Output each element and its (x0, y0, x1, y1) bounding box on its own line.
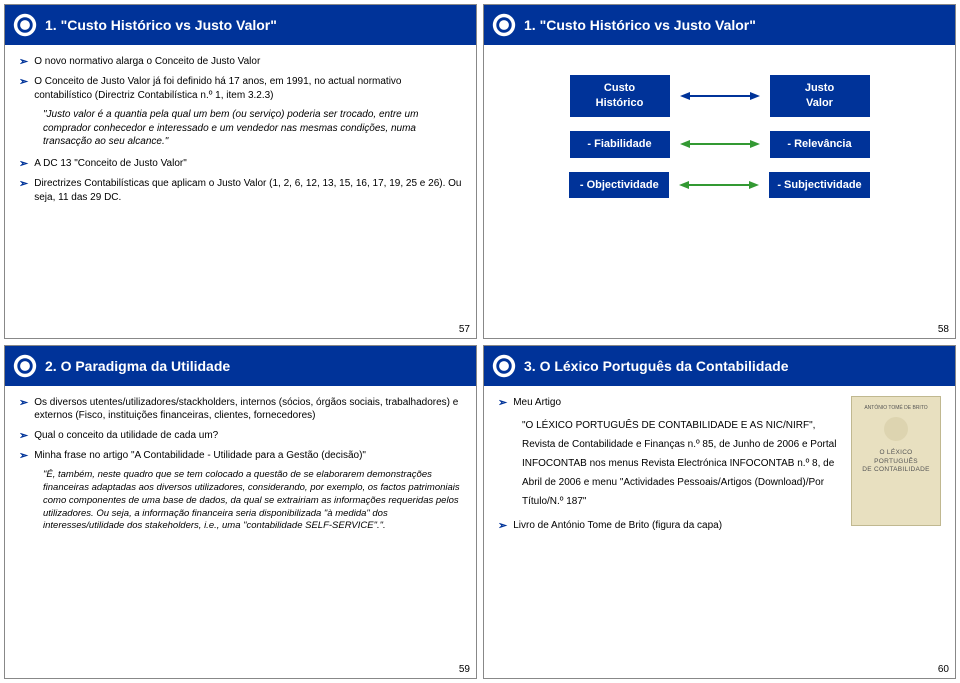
book-logo-icon (884, 417, 908, 441)
diagram-row: - Objectividade - Subjectividade (498, 172, 941, 199)
page-number: 59 (459, 664, 470, 675)
logo-icon (11, 11, 39, 39)
diagram-box: - Relevância (770, 131, 870, 158)
logo-icon (490, 352, 518, 380)
box-line: Justo (778, 81, 862, 96)
double-arrow-icon (680, 138, 760, 150)
slide-4: 3. O Léxico Português da Contabilidade ➢… (483, 345, 956, 680)
article-text: "O LÉXICO PORTUGUÊS DE CONTABILIDADE E A… (522, 416, 841, 511)
bullet-text: Meu Artigo (513, 396, 841, 410)
double-arrow-icon (680, 90, 760, 102)
slide-title: 3. O Léxico Português da Contabilidade (524, 358, 789, 374)
bullet-arrow-icon: ➢ (498, 519, 507, 533)
logo-icon (11, 352, 39, 380)
slide-header: 1. "Custo Histórico vs Justo Valor" (484, 5, 955, 45)
logo-icon (490, 11, 518, 39)
diagram-row: - Fiabilidade - Relevância (498, 131, 941, 158)
diagram: Custo Histórico Justo Valor - Fiabilidad… (484, 45, 955, 338)
diagram-box: - Objectividade (569, 172, 669, 199)
page-number: 57 (459, 324, 470, 335)
bullet-arrow-icon: ➢ (19, 157, 28, 171)
bullet-item: ➢ O Conceito de Justo Valor já foi defin… (19, 75, 462, 102)
bullet-text: O Conceito de Justo Valor já foi definid… (34, 75, 462, 102)
slide4-content: ➢ Meu Artigo "O LÉXICO PORTUGUÊS DE CONT… (498, 396, 941, 540)
bullet-arrow-icon: ➢ (19, 55, 28, 69)
bullet-text: O novo normativo alarga o Conceito de Ju… (34, 55, 462, 69)
slide4-text-col: ➢ Meu Artigo "O LÉXICO PORTUGUÊS DE CONT… (498, 396, 841, 540)
bullet-arrow-icon: ➢ (19, 177, 28, 204)
quote-text: "Justo valor é a quantia pela qual um be… (43, 108, 462, 149)
book-title-line: O LÉXICO PORTUGUÊS (858, 449, 934, 466)
slide-body: ➢ Os diversos utentes/utilizadores/stack… (5, 386, 476, 679)
bullet-item: ➢ Livro de António Tome de Brito (figura… (498, 519, 841, 533)
slide-header: 1. "Custo Histórico vs Justo Valor" (5, 5, 476, 45)
page-number: 58 (938, 324, 949, 335)
slide-body: ➢ Meu Artigo "O LÉXICO PORTUGUÊS DE CONT… (484, 386, 955, 679)
slide-body: ➢ O novo normativo alarga o Conceito de … (5, 45, 476, 338)
box-line: Histórico (578, 96, 662, 111)
bullet-text: Livro de António Tome de Brito (figura d… (513, 519, 841, 533)
bullet-arrow-icon: ➢ (19, 396, 28, 423)
bullet-arrow-icon: ➢ (19, 429, 28, 443)
bullet-item: ➢ A DC 13 "Conceito de Justo Valor" (19, 157, 462, 171)
slide-title: 2. O Paradigma da Utilidade (45, 358, 230, 374)
bullet-arrow-icon: ➢ (19, 75, 28, 102)
box-line: Custo (578, 81, 662, 96)
bullet-text: Directrizes Contabilísticas que aplicam … (34, 177, 462, 204)
diagram-box: Custo Histórico (570, 75, 670, 117)
bullet-text: Minha frase no artigo "A Contabilidade -… (34, 449, 462, 463)
diagram-box: - Subjectividade (769, 172, 869, 199)
box-line: Valor (778, 96, 862, 111)
diagram-box: Justo Valor (770, 75, 870, 117)
quote-text: "É, também, neste quadro que se tem colo… (43, 469, 462, 533)
bullet-item: ➢ O novo normativo alarga o Conceito de … (19, 55, 462, 69)
diagram-box: - Fiabilidade (570, 131, 670, 158)
bullet-item: ➢ Meu Artigo (498, 396, 841, 410)
page-number: 60 (938, 664, 949, 675)
book-title-line: DE CONTABILIDADE (858, 466, 934, 474)
slide-3: 2. O Paradigma da Utilidade ➢ Os diverso… (4, 345, 477, 680)
bullet-text: Qual o conceito da utilidade de cada um? (34, 429, 462, 443)
bullet-item: ➢ Directrizes Contabilísticas que aplica… (19, 177, 462, 204)
slide-header: 2. O Paradigma da Utilidade (5, 346, 476, 386)
book-author: ANTÓNIO TOMÉ DE BRITO (858, 405, 934, 412)
double-arrow-icon (679, 179, 759, 191)
slide-header: 3. O Léxico Português da Contabilidade (484, 346, 955, 386)
slide-1: 1. "Custo Histórico vs Justo Valor" ➢ O … (4, 4, 477, 339)
slide-title: 1. "Custo Histórico vs Justo Valor" (524, 17, 756, 33)
slide-2: 1. "Custo Histórico vs Justo Valor" Cust… (483, 4, 956, 339)
book-cover: ANTÓNIO TOMÉ DE BRITO O LÉXICO PORTUGUÊS… (851, 396, 941, 526)
slide-title: 1. "Custo Histórico vs Justo Valor" (45, 17, 277, 33)
bullet-text: A DC 13 "Conceito de Justo Valor" (34, 157, 462, 171)
bullet-text: Os diversos utentes/utilizadores/stackho… (34, 396, 462, 423)
bullet-item: ➢ Qual o conceito da utilidade de cada u… (19, 429, 462, 443)
bullet-item: ➢ Os diversos utentes/utilizadores/stack… (19, 396, 462, 423)
bullet-arrow-icon: ➢ (498, 396, 507, 410)
bullet-item: ➢ Minha frase no artigo "A Contabilidade… (19, 449, 462, 463)
diagram-row: Custo Histórico Justo Valor (498, 75, 941, 117)
bullet-arrow-icon: ➢ (19, 449, 28, 463)
